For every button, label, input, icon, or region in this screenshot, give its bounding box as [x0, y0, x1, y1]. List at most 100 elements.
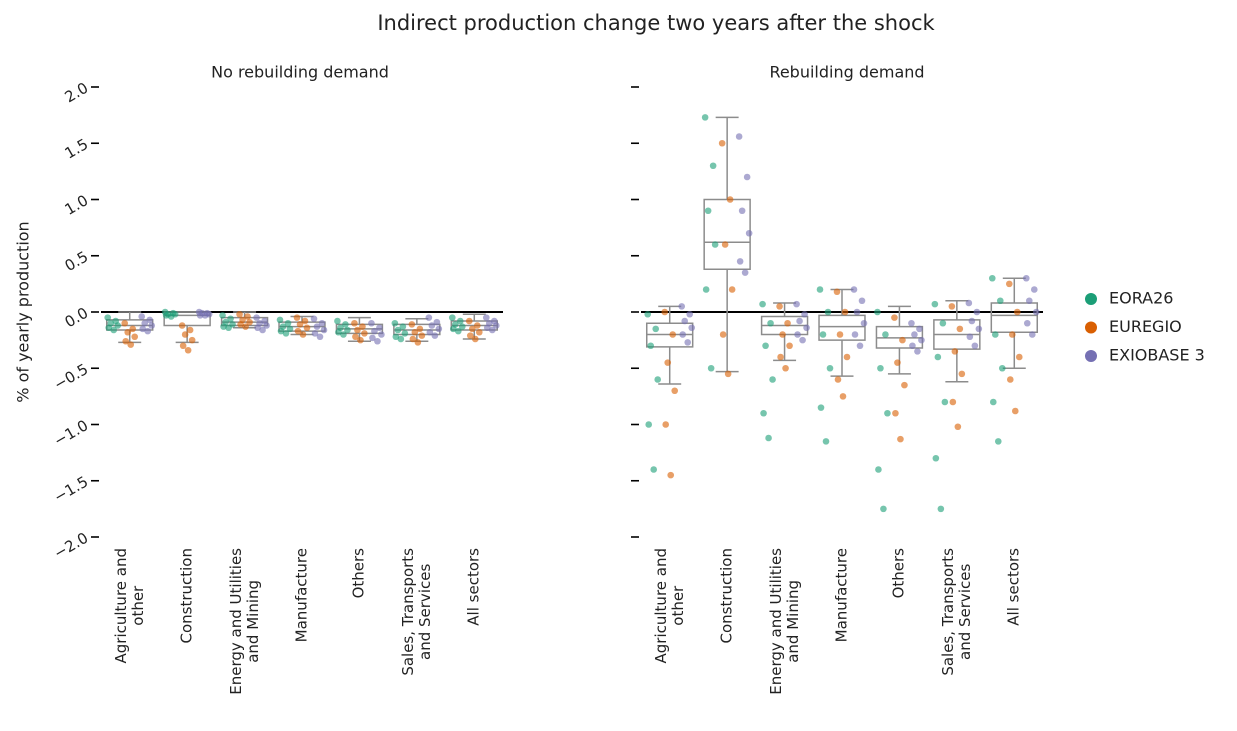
point: [299, 331, 307, 338]
point: [483, 324, 491, 332]
point: [244, 313, 251, 320]
point: [416, 325, 424, 333]
figure-title: Indirect production change two years aft…: [377, 11, 935, 35]
x-tick-label: All sectors: [464, 548, 483, 626]
point: [975, 325, 983, 333]
point: [277, 327, 285, 335]
point: [779, 331, 786, 338]
point: [344, 326, 351, 334]
point: [397, 335, 405, 343]
point: [162, 312, 170, 319]
point: [293, 314, 301, 321]
point: [219, 312, 226, 319]
point: [296, 321, 304, 328]
point: [816, 286, 824, 293]
point: [378, 331, 385, 338]
point: [465, 317, 473, 325]
point: [667, 471, 675, 479]
y-tick-label: 2.0: [62, 79, 92, 107]
point: [762, 342, 769, 350]
legend-label: EUREGIO: [1109, 317, 1182, 336]
point: [263, 322, 270, 329]
point: [141, 319, 149, 327]
point: [394, 326, 402, 334]
point: [891, 314, 898, 321]
point: [834, 376, 842, 383]
point: [908, 319, 915, 327]
point: [894, 359, 901, 366]
y-tick-label: −1.0: [51, 416, 92, 450]
point: [148, 322, 156, 329]
point: [376, 324, 383, 332]
point: [475, 328, 483, 336]
x-tick-label: Sales, Transports and Services: [938, 548, 974, 676]
point: [129, 325, 137, 333]
point: [901, 381, 908, 389]
point: [860, 319, 868, 327]
legend-marker: [1085, 350, 1097, 362]
point: [127, 341, 135, 348]
point: [1013, 308, 1021, 316]
point: [769, 376, 776, 383]
point: [335, 328, 342, 336]
point: [454, 327, 462, 335]
point: [709, 162, 717, 170]
point: [473, 322, 481, 329]
point: [369, 334, 376, 342]
point: [645, 421, 653, 428]
panel-title: No rebuilding demand: [211, 63, 389, 82]
point: [784, 319, 791, 327]
point: [735, 133, 743, 140]
point: [371, 327, 378, 335]
panel-title: Rebuilding demand: [769, 63, 924, 82]
point: [466, 332, 474, 339]
point: [822, 438, 830, 445]
point: [276, 316, 284, 324]
point: [669, 331, 677, 338]
point: [782, 364, 789, 372]
point: [777, 353, 784, 361]
legend-label: EORA26: [1109, 289, 1173, 308]
point: [662, 421, 670, 428]
x-tick-label: Agriculture and other: [111, 548, 147, 664]
point: [836, 331, 844, 338]
point: [839, 393, 847, 400]
point: [968, 317, 976, 325]
point: [948, 303, 956, 310]
point: [104, 314, 112, 321]
point: [246, 318, 253, 326]
point: [996, 297, 1004, 305]
point: [458, 323, 466, 330]
point: [433, 318, 441, 326]
point: [294, 327, 302, 335]
point: [178, 322, 186, 329]
point: [937, 505, 945, 513]
point: [877, 364, 884, 372]
point: [701, 114, 709, 121]
point: [724, 370, 732, 378]
point: [340, 331, 347, 338]
point: [1028, 331, 1036, 338]
point: [973, 308, 981, 316]
point: [707, 364, 715, 372]
point: [851, 331, 859, 338]
point: [227, 315, 234, 323]
point: [721, 241, 729, 248]
point: [681, 317, 689, 325]
point: [144, 327, 152, 335]
point: [711, 241, 719, 248]
point: [122, 337, 130, 345]
point: [237, 321, 244, 328]
point: [351, 319, 358, 327]
point: [786, 342, 793, 350]
point: [492, 322, 500, 329]
point: [114, 322, 122, 329]
point: [686, 310, 694, 318]
point: [1023, 319, 1031, 327]
point: [284, 319, 292, 327]
y-tick-label: 0.0: [62, 304, 92, 332]
point: [105, 324, 113, 332]
x-tick-label: Construction: [717, 548, 736, 644]
point: [803, 324, 810, 332]
